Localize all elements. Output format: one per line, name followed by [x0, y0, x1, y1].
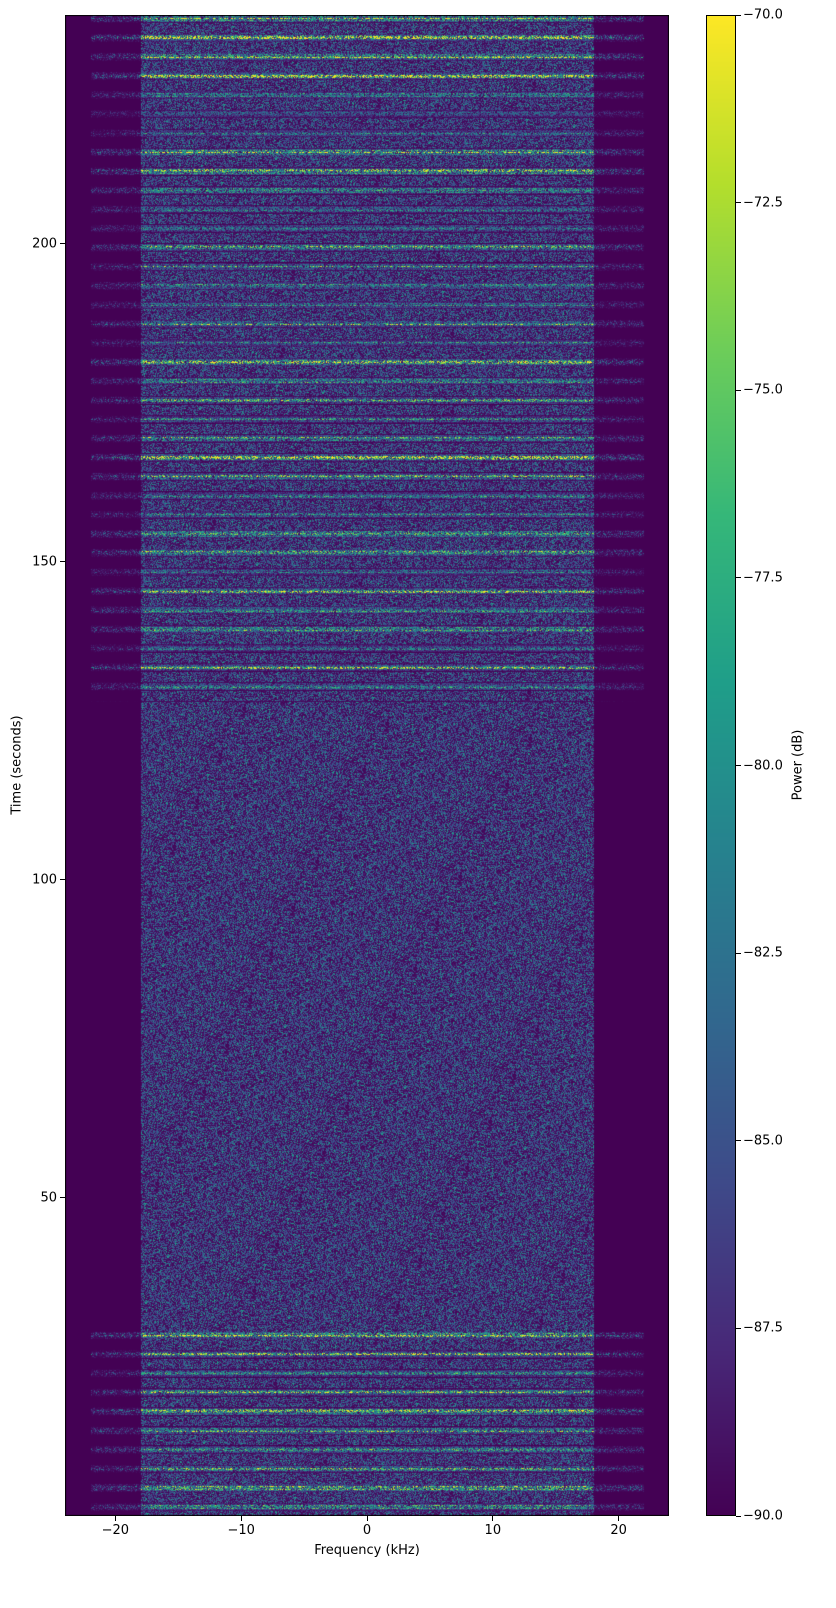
- colorbar: [706, 15, 736, 1516]
- colorbar-label: Power (dB): [790, 729, 806, 801]
- x-tick: [366, 1516, 368, 1521]
- colorbar-tick: [736, 1327, 741, 1329]
- colorbar-tick-label: −85.0: [743, 1133, 783, 1149]
- colorbar-tick-label: −80.0: [743, 758, 783, 773]
- colorbar-tick: [736, 1140, 741, 1142]
- colorbar-tick-label: −87.5: [743, 1320, 783, 1336]
- y-tick: [60, 243, 65, 245]
- x-tick-label: 0: [362, 1523, 372, 1538]
- colorbar-tick-label: −77.5: [743, 570, 783, 586]
- y-tick: [60, 561, 65, 563]
- colorbar-tick: [736, 14, 741, 16]
- colorbar-tick: [736, 202, 741, 204]
- x-tick: [492, 1516, 494, 1521]
- y-axis-label: Time (seconds): [9, 715, 25, 815]
- y-tick-label: 150: [32, 554, 57, 570]
- x-tick-label: −20: [101, 1523, 130, 1538]
- y-tick: [60, 1197, 65, 1199]
- colorbar-tick: [736, 389, 741, 391]
- x-tick-label: 20: [610, 1523, 627, 1538]
- colorbar-tick-label: −75.0: [743, 382, 783, 398]
- y-tick-label: 200: [32, 236, 57, 252]
- colorbar-tick: [736, 952, 741, 954]
- x-tick: [240, 1516, 242, 1521]
- colorbar-tick: [736, 765, 741, 766]
- colorbar-tick-label: −82.5: [743, 945, 783, 961]
- x-tick-label: −10: [227, 1523, 255, 1538]
- x-tick-label: 10: [484, 1523, 502, 1538]
- x-axis-label: Frequency (kHz): [314, 1543, 420, 1558]
- colorbar-tick: [736, 577, 741, 579]
- y-tick-label: 50: [40, 1190, 57, 1206]
- colorbar-tick-label: −72.5: [743, 195, 783, 211]
- x-tick: [114, 1516, 116, 1521]
- colorbar-tick-label: −70.0: [743, 7, 783, 23]
- colorbar-tick: [736, 1515, 741, 1517]
- spectrogram-image: [65, 15, 669, 1516]
- x-tick: [618, 1516, 620, 1521]
- y-tick-label: 100: [32, 872, 57, 888]
- y-tick: [60, 879, 65, 881]
- colorbar-tick-label: −90.0: [743, 1508, 783, 1524]
